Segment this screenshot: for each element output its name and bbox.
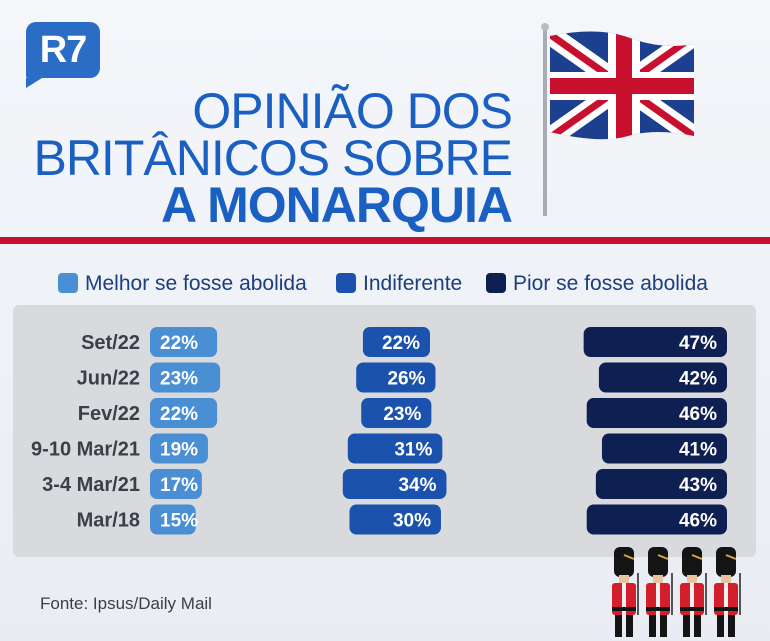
chart: Set/22 22% 22% 47% Jun/22 23% 26% 42% Fev/22 22% 2… xyxy=(31,327,727,535)
category-label: Fev/22 xyxy=(78,403,140,425)
category-label: 9-10 Mar/21 xyxy=(31,439,140,461)
title-line-1: OPINIÃO DOS xyxy=(192,83,513,139)
legend-swatch xyxy=(486,273,506,293)
bar-value-label: 34% xyxy=(398,475,436,496)
bar-value-label: 41% xyxy=(679,440,717,461)
bar xyxy=(595,469,727,499)
bar-value-label: 15% xyxy=(160,511,198,532)
bar xyxy=(349,504,441,535)
bar xyxy=(150,362,221,393)
legend-item-abolished-better: Melhor se fosse abolida xyxy=(58,270,307,298)
bar-value-label: 43% xyxy=(679,475,717,496)
legend-swatch xyxy=(58,273,78,293)
title-divider xyxy=(0,237,770,244)
legend-label: Melhor se fosse abolida xyxy=(85,272,307,295)
bar xyxy=(150,504,196,535)
bar xyxy=(150,327,218,357)
category-label: Jun/22 xyxy=(77,368,140,390)
bar xyxy=(362,327,430,357)
source-note: Fonte: Ipsus/Daily Mail xyxy=(40,594,212,613)
legend-label: Pior se fosse abolida xyxy=(513,272,708,295)
bar xyxy=(583,327,727,357)
union-jack-flag-icon xyxy=(541,23,694,216)
bar xyxy=(586,398,727,428)
bar-value-label: 22% xyxy=(382,333,420,354)
legend-label: Indiferente xyxy=(363,272,463,295)
bar-value-label: 22% xyxy=(160,404,198,425)
bar-value-label: 42% xyxy=(679,369,717,390)
r7-logo: R7 xyxy=(26,22,100,88)
legend-item-abolished-worse: Pior se fosse abolida xyxy=(486,270,708,298)
bar xyxy=(598,362,727,393)
bar xyxy=(150,398,218,428)
bar-value-label: 19% xyxy=(160,440,198,461)
royal-guards-icon xyxy=(612,546,741,638)
category-label: Mar/18 xyxy=(77,510,140,532)
bar-value-label: 46% xyxy=(679,511,717,532)
bar xyxy=(361,398,432,428)
bar-value-label: 46% xyxy=(679,404,717,425)
category-label: 3-4 Mar/21 xyxy=(42,474,140,496)
bar-value-label: 30% xyxy=(393,511,431,532)
bar-value-label: 23% xyxy=(383,404,421,425)
bar xyxy=(342,469,447,499)
bar xyxy=(150,469,202,499)
bar-value-label: 23% xyxy=(160,369,198,390)
bar xyxy=(347,433,443,464)
bar-value-label: 17% xyxy=(160,475,198,496)
legend-swatch xyxy=(336,273,356,293)
legend-item-indifferent: Indiferente xyxy=(336,270,462,298)
title-line-2: BRITÂNICOS SOBRE xyxy=(33,130,513,186)
bar-value-label: 31% xyxy=(394,440,432,461)
bar-value-label: 47% xyxy=(679,333,717,354)
bar xyxy=(356,362,436,393)
bar xyxy=(601,433,727,464)
bar-value-label: 26% xyxy=(387,369,425,390)
bar-value-label: 22% xyxy=(160,333,198,354)
category-label: Set/22 xyxy=(81,332,140,354)
bar xyxy=(150,433,208,464)
title-line-3: A MONARQUIA xyxy=(160,177,513,233)
bar xyxy=(586,504,727,535)
